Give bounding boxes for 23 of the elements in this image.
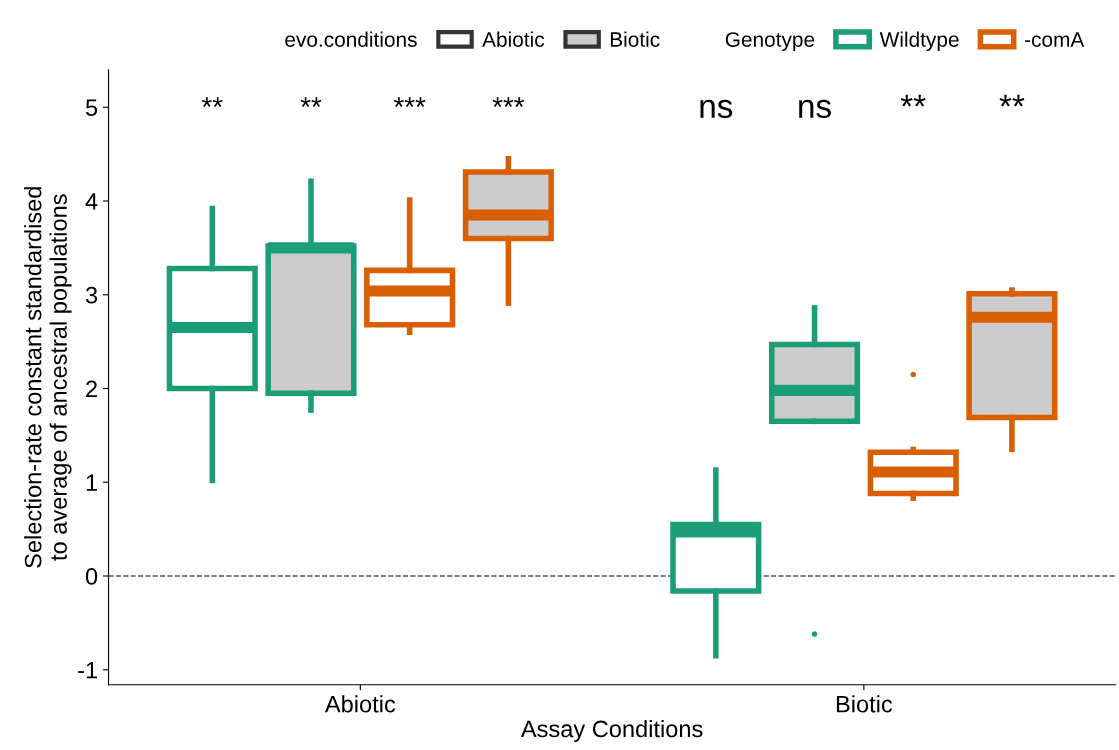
- legend-label: Wildtype: [879, 31, 959, 51]
- annotation: ns: [799, 99, 831, 119]
- y-tick-label: 5: [85, 99, 98, 117]
- y-tick-label: -1: [78, 662, 97, 679]
- annotation: **: [300, 97, 322, 107]
- y-axis-title: Selection-rate constant standardised to average of ancestral populations: [24, 187, 72, 568]
- annotation: ns: [700, 99, 733, 119]
- annotation: **: [201, 97, 223, 107]
- annotation: ***: [393, 97, 426, 107]
- text: Genotype: [725, 32, 815, 51]
- annotation: **: [999, 94, 1025, 107]
- legend-label: Abiotic: [482, 31, 545, 47]
- annotation: **: [900, 94, 926, 107]
- text: evo.conditions: [285, 31, 417, 47]
- y-tick-label: 4: [85, 193, 98, 210]
- legend-label: Biotic: [610, 31, 660, 47]
- y-tick-label: 3: [85, 286, 98, 304]
- y-tick-label: 2: [86, 380, 97, 398]
- annotation: ***: [492, 97, 525, 107]
- legend-label: -comA: [1025, 32, 1085, 47]
- y-tick-label: 0: [85, 568, 98, 585]
- y-tick-label: 1: [86, 474, 97, 491]
- x-axis-title: Assay Conditions: [520, 719, 703, 742]
